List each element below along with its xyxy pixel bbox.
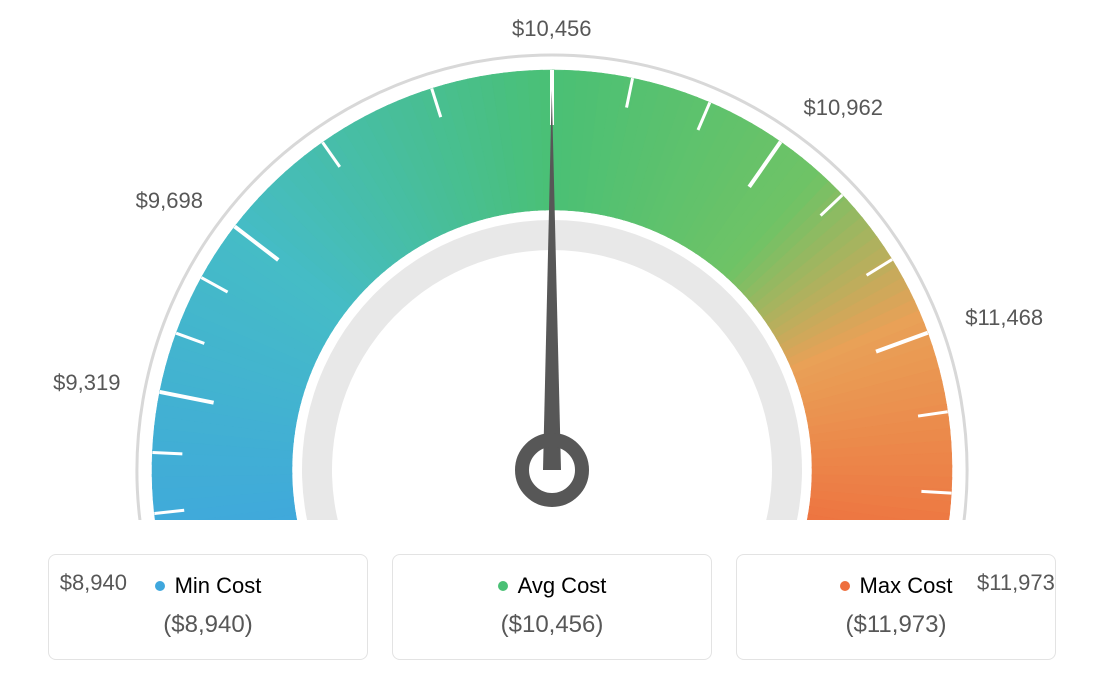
gauge-tick-label: $8,940 [60, 570, 127, 596]
gauge-svg [0, 0, 1104, 520]
gauge-tick-label: $10,962 [803, 95, 883, 121]
legend-title-avg: Avg Cost [403, 573, 701, 599]
cost-gauge-chart: Min Cost ($8,940) Avg Cost ($10,456) Max… [0, 0, 1104, 690]
legend-value-min: ($8,940) [59, 611, 357, 639]
legend-dot-min [155, 581, 165, 591]
legend-title-max-text: Max Cost [860, 573, 953, 599]
gauge-tick-label: $9,698 [136, 188, 203, 214]
gauge-tick-label: $11,973 [977, 570, 1055, 596]
legend-dot-avg [498, 581, 508, 591]
gauge-tick-label: $11,468 [965, 305, 1043, 331]
legend-dot-max [840, 581, 850, 591]
legend-card-avg: Avg Cost ($10,456) [392, 554, 712, 660]
legend-title-avg-text: Avg Cost [518, 573, 607, 599]
legend-row: Min Cost ($8,940) Avg Cost ($10,456) Max… [0, 554, 1104, 660]
gauge-tick-label: $10,456 [512, 16, 592, 42]
legend-title-min-text: Min Cost [175, 573, 262, 599]
legend-value-max: ($11,973) [747, 611, 1045, 639]
legend-value-avg: ($10,456) [403, 611, 701, 639]
gauge-tick-label: $9,319 [53, 370, 120, 396]
